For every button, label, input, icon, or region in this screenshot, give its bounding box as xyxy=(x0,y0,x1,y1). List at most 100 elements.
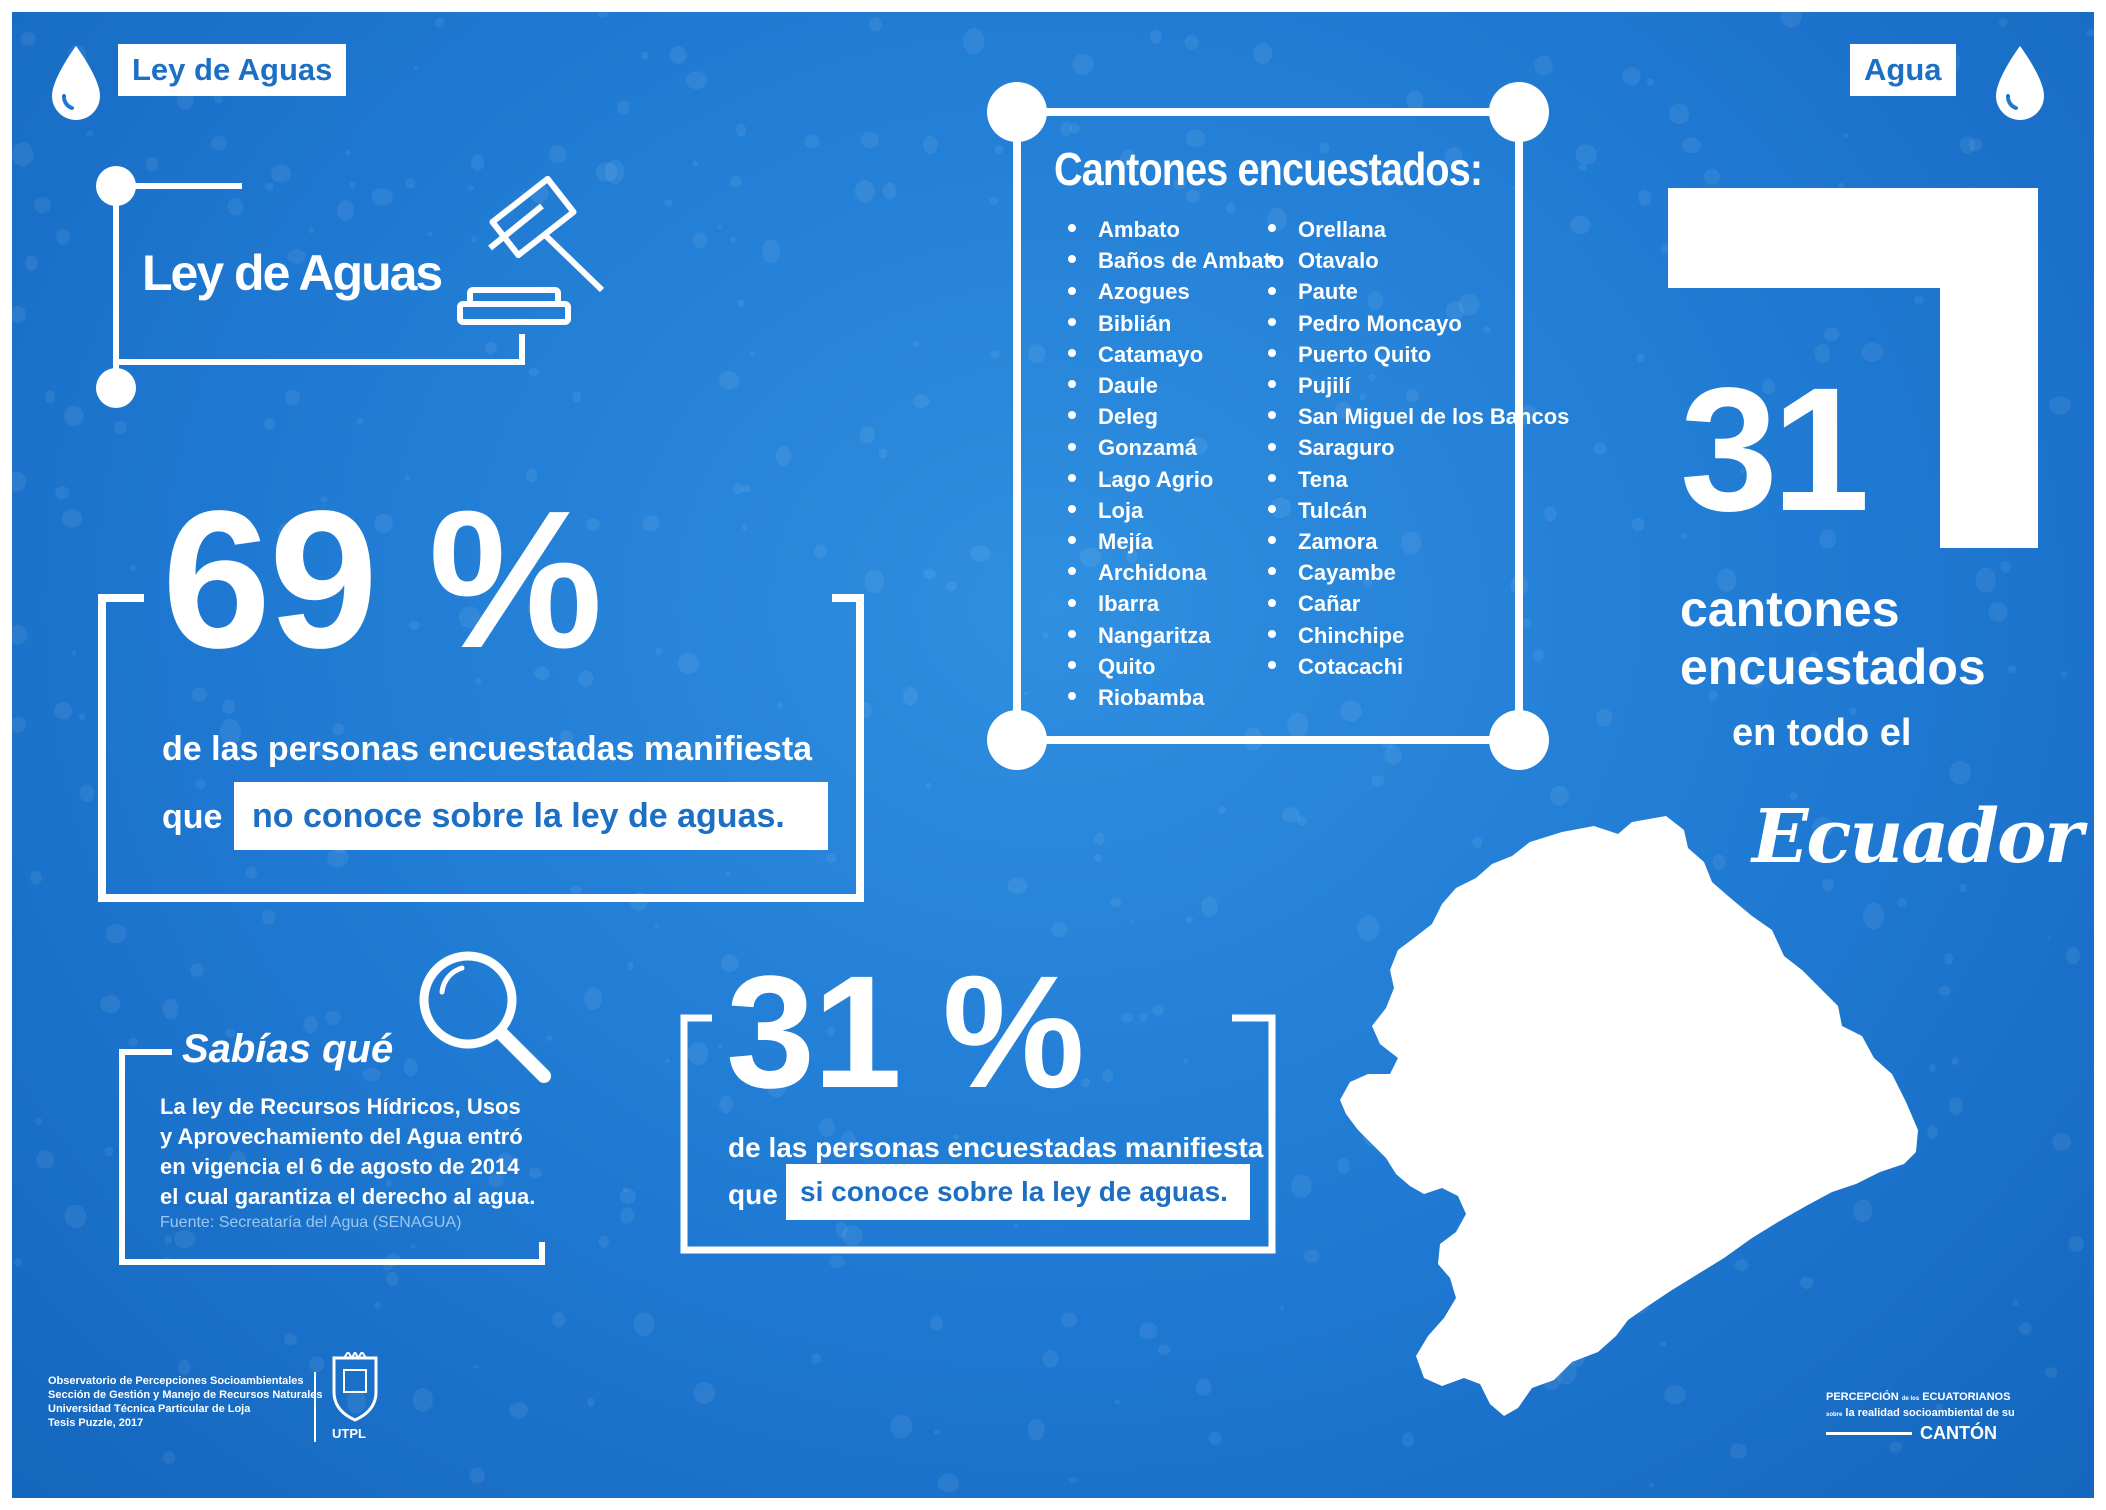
bullet-icon xyxy=(1068,224,1076,233)
canton-name: Pujilí xyxy=(1298,373,1351,399)
bullet-icon xyxy=(1268,505,1276,514)
bullet-icon xyxy=(1068,349,1076,357)
bullet-icon xyxy=(1068,286,1076,295)
tag-ley-de-aguas: Ley de Aguas xyxy=(118,44,347,96)
bullet-icon xyxy=(1068,317,1076,326)
water-drop-icon xyxy=(52,46,100,120)
canton-name: Tena xyxy=(1298,466,1348,492)
canton-name: Azogues xyxy=(1098,279,1190,305)
ley-title: Ley de Aguas xyxy=(142,245,443,301)
canton-item: Mejía xyxy=(1068,526,1284,557)
canton-name: Lago Agrio xyxy=(1098,466,1214,492)
footer-line: Observatorio de Percepciones Socioambien… xyxy=(48,1375,304,1387)
canton-item: Pujilí xyxy=(1268,370,1569,401)
canton-item: Catamayo xyxy=(1068,339,1284,370)
summary-line1: cantones xyxy=(1680,581,1900,637)
tag-agua: Agua xyxy=(1850,44,1956,96)
bullet-icon xyxy=(1068,255,1076,264)
canton-item: Saraguro xyxy=(1268,432,1569,463)
brand-bottom: CANTÓN xyxy=(1920,1423,1997,1443)
canton-name: Chinchipe xyxy=(1298,622,1405,648)
canton-item: Biblián xyxy=(1068,308,1284,339)
summary-line2: encuestados xyxy=(1680,639,1986,695)
ley-frame xyxy=(96,166,525,408)
stat-69-highlight: no conoce sobre la ley de aguas. xyxy=(234,782,828,850)
canton-item: Cayambe xyxy=(1268,557,1569,588)
canton-item: Archidona xyxy=(1068,557,1284,588)
brand-mid-pre: sobre xyxy=(1826,1412,1843,1418)
canton-name: Otavalo xyxy=(1298,248,1379,274)
footer-line: Sección de Gestión y Manejo de Recursos … xyxy=(48,1389,323,1401)
canton-item: Deleg xyxy=(1068,401,1284,432)
canton-item: Ambato xyxy=(1068,214,1284,245)
gavel-icon xyxy=(457,175,605,325)
bullet-icon xyxy=(1268,380,1276,389)
bullet-icon xyxy=(1068,567,1076,576)
canton-item: Ibarra xyxy=(1068,588,1284,619)
sabias-line: el cual garantiza el derecho al agua. xyxy=(160,1184,536,1209)
footer-credits: Observatorio de Percepciones Socioambien… xyxy=(48,1374,322,1430)
canton-name: Deleg xyxy=(1098,404,1158,430)
cantones-column-2: Orellana Otavalo Paute Pedro Moncayo Puerto … xyxy=(1268,214,1569,682)
sabias-source: Fuente: Secreataría del Agua (SENAGUA) xyxy=(160,1214,462,1231)
bullet-icon xyxy=(1268,598,1276,607)
canton-name: Paute xyxy=(1298,279,1358,305)
corner-bracket-shape xyxy=(1668,188,2038,548)
bullet-icon xyxy=(1268,286,1276,295)
bullet-icon xyxy=(1268,536,1276,545)
canton-item: Lago Agrio xyxy=(1068,464,1284,495)
canton-item: Gonzamá xyxy=(1068,432,1284,463)
bullet-icon xyxy=(1268,255,1276,264)
cantones-frame xyxy=(987,82,1549,770)
brand-mid: la realidad socioambiental de su xyxy=(1845,1407,2015,1419)
bullet-icon xyxy=(1068,380,1076,389)
cantones-column-1: Ambato Baños de Ambato Azogues Biblián Catam… xyxy=(1068,214,1284,713)
footer-line: Tesis Puzzle, 2017 xyxy=(48,1417,144,1429)
bullet-icon xyxy=(1068,505,1076,514)
stat-69-que: que xyxy=(162,798,223,836)
footer-line: Universidad Técnica Particular de Loja xyxy=(48,1403,251,1415)
canton-name: Puerto Quito xyxy=(1298,341,1432,367)
stat-69-value: 69 % xyxy=(162,470,603,689)
sabias-line: en vigencia el 6 de agosto de 2014 xyxy=(160,1154,520,1179)
utpl-shield-icon xyxy=(332,1352,378,1422)
canton-name: Ibarra xyxy=(1098,591,1160,617)
bullet-icon xyxy=(1268,411,1276,420)
canton-name: Cayambe xyxy=(1298,560,1396,586)
utpl-logo-text: UTPL xyxy=(332,1426,366,1441)
sabias-line: y Aprovechamiento del Agua entró xyxy=(160,1124,523,1149)
canton-item: Paute xyxy=(1268,276,1569,307)
canton-name: Baños de Ambato xyxy=(1098,248,1285,274)
stat-31-text: de las personas encuestadas manifiesta xyxy=(728,1132,1264,1163)
brand-top2: ECUATORIANOS xyxy=(1922,1391,2011,1403)
bullet-icon xyxy=(1068,629,1076,638)
stat-69-frame xyxy=(98,594,864,902)
canton-item: Baños de Ambato xyxy=(1068,245,1284,276)
canton-item: San Miguel de los Bancos xyxy=(1268,401,1569,432)
canton-item: Otavalo xyxy=(1268,245,1569,276)
bullet-icon xyxy=(1068,661,1076,670)
canton-name: Saraguro xyxy=(1298,435,1395,461)
poster: Ley de Aguas Agua Ley de Aguas 69 % de l… xyxy=(12,12,2094,1498)
canton-name: Pedro Moncayo xyxy=(1298,310,1462,336)
summary-line3: en todo el xyxy=(1732,712,1912,754)
bullet-icon xyxy=(1068,598,1076,607)
bullet-icon xyxy=(1268,442,1276,451)
canton-name: Quito xyxy=(1098,653,1156,679)
canton-name: Loja xyxy=(1098,497,1144,523)
canton-item: Pedro Moncayo xyxy=(1268,308,1569,339)
sabias-frame xyxy=(119,1049,545,1265)
brand-logo: PERCEPCIÓN de los ECUATORIANOS sobre la … xyxy=(1826,1390,2015,1444)
canton-name: Orellana xyxy=(1298,217,1387,242)
canton-item: Zamora xyxy=(1268,526,1569,557)
bullet-icon xyxy=(1268,567,1276,576)
bullet-icon xyxy=(1268,473,1276,482)
canton-name: Gonzamá xyxy=(1098,435,1198,461)
stat-31-highlight: si conoce sobre la ley de aguas. xyxy=(786,1164,1250,1220)
canton-item: Chinchipe xyxy=(1268,620,1569,651)
canton-item: Cotacachi xyxy=(1268,651,1569,682)
canton-name: Cotacachi xyxy=(1298,653,1404,679)
canton-item: Cañar xyxy=(1268,588,1569,619)
canton-item: Loja xyxy=(1068,495,1284,526)
bullet-icon xyxy=(1268,317,1276,326)
